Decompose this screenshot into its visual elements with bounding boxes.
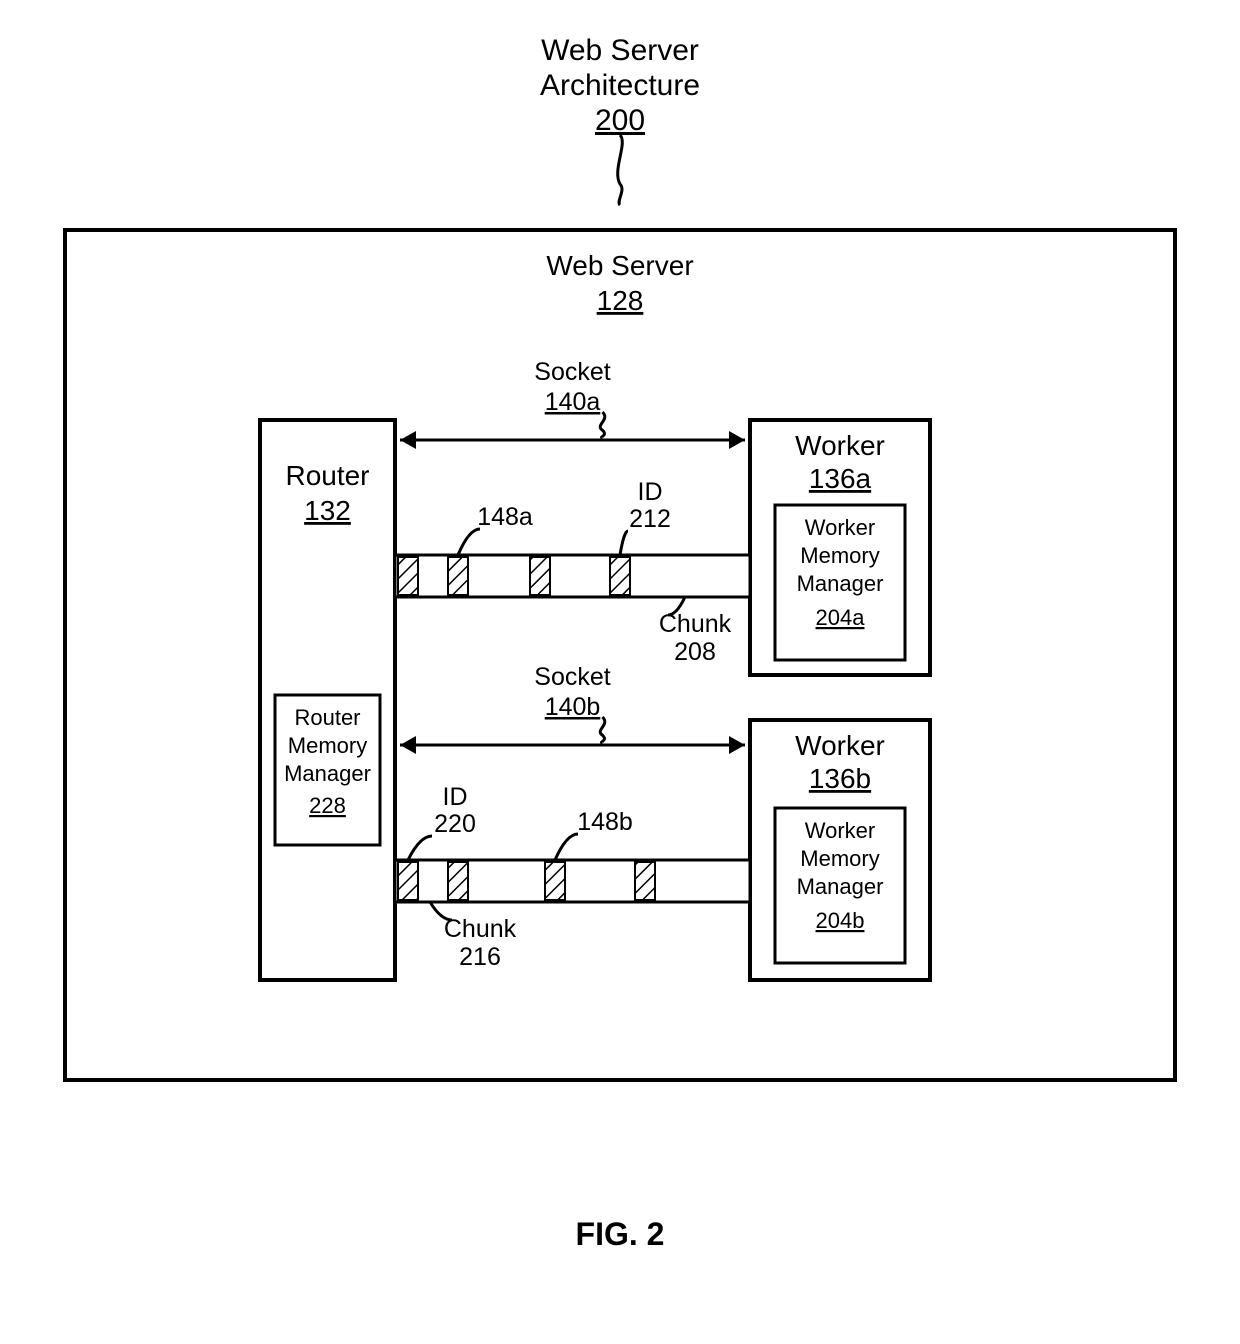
svg-text:Manager: Manager [797, 571, 884, 596]
worker-b-ref: 136b [809, 763, 871, 794]
router-mm-l3: Manager [284, 761, 371, 786]
svg-text:204b: 204b [816, 908, 865, 933]
router-mm-ref: 228 [309, 793, 346, 818]
buffer-a-ref: 148a [477, 503, 533, 531]
web-server-ref: 128 [597, 285, 644, 316]
buffer-b-chunk-ref: 216 [459, 943, 501, 971]
web-server-box [65, 230, 1175, 1080]
buffer-b-id-ref: 220 [434, 810, 476, 838]
figure-caption: FIG. 2 [576, 1216, 665, 1252]
router-title: Router [285, 460, 369, 491]
buffer-b-chunk-label: Chunk [444, 915, 517, 943]
web-server-title: Web Server [546, 250, 693, 281]
buffer-a-chunk-ref: 208 [674, 638, 716, 666]
socket-a-ref: 140a [545, 388, 601, 416]
socket-a-title: Socket [534, 358, 610, 386]
socket-a-arrow [400, 431, 745, 449]
buffer-b-id-label: ID [443, 783, 468, 811]
svg-text:Worker: Worker [805, 818, 876, 843]
svg-text:Memory: Memory [800, 543, 879, 568]
socket-b-ref: 140b [545, 693, 601, 721]
arch-title-1: Web Server [541, 34, 699, 67]
arch-ref: 200 [595, 104, 645, 137]
buffer-a-id-label: ID [638, 478, 663, 506]
router-mm-l2: Memory [288, 733, 367, 758]
svg-text:Memory: Memory [800, 846, 879, 871]
worker-a-ref: 136a [809, 463, 872, 494]
buffer-b-ref: 148b [577, 808, 633, 836]
socket-b-arrow [400, 736, 745, 754]
arch-title-2: Architecture [540, 69, 700, 102]
svg-text:Manager: Manager [797, 874, 884, 899]
svg-text:204a: 204a [816, 605, 866, 630]
router-ref: 132 [304, 495, 351, 526]
worker-b-title: Worker [795, 730, 885, 761]
buffer-a-id-ref: 212 [629, 505, 671, 533]
router-mm-l1: Router [294, 705, 360, 730]
worker-a-title: Worker [795, 430, 885, 461]
socket-b-title: Socket [534, 663, 610, 691]
svg-text:Worker: Worker [805, 515, 876, 540]
